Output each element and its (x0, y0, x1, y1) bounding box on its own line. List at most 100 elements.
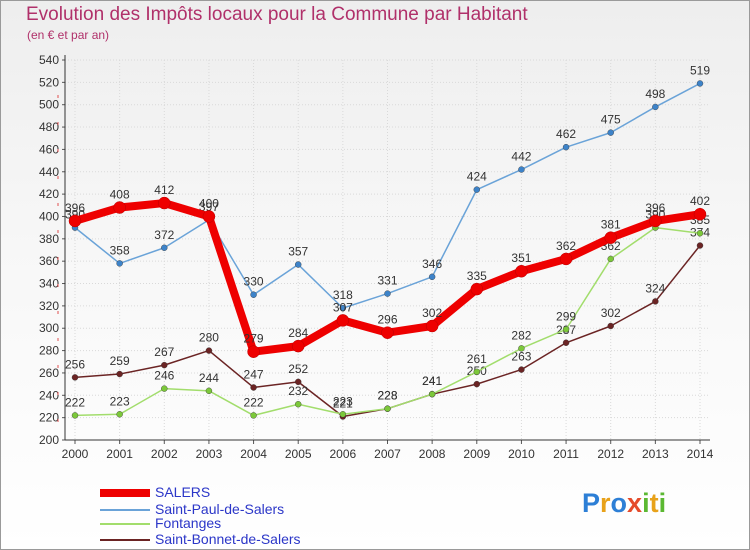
data-label: 263 (511, 350, 531, 364)
legend-label-fontanges: Fontanges (155, 515, 222, 531)
data-label: 302 (422, 306, 442, 320)
data-label: 372 (154, 228, 174, 242)
data-label: 357 (288, 245, 308, 259)
y-tick-label: 300 (39, 321, 59, 335)
y-tick-label: 340 (39, 277, 59, 291)
y-tick-label: 240 (39, 388, 59, 402)
data-point (604, 231, 617, 244)
data-point (649, 214, 662, 228)
data-point (116, 260, 123, 267)
data-point (473, 380, 480, 388)
legend-label-salers: SALERS (155, 484, 211, 500)
data-label: 442 (511, 150, 531, 164)
data-point (696, 80, 704, 87)
legend-swatch-salers (100, 489, 150, 497)
data-point (428, 390, 436, 398)
x-tick-label: 2000 (62, 447, 89, 461)
data-point (562, 339, 570, 346)
data-point (515, 264, 528, 278)
data-point (71, 412, 79, 419)
data-label: 498 (645, 87, 665, 101)
data-label: 397 (199, 200, 219, 214)
x-tick-label: 2010 (508, 447, 535, 461)
data-point (428, 273, 436, 281)
data-point (336, 314, 350, 327)
data-label: 228 (377, 389, 397, 403)
data-point (291, 339, 305, 353)
data-label: 302 (601, 306, 621, 320)
data-point (205, 387, 213, 395)
x-tick-label: 2013 (642, 447, 669, 461)
data-label: 223 (333, 394, 353, 408)
y-tick-label: 540 (39, 53, 59, 67)
x-tick-label: 2007 (374, 447, 401, 461)
data-point (205, 347, 213, 354)
data-label: 408 (110, 188, 130, 202)
data-label: 222 (65, 395, 85, 409)
data-label: 284 (288, 326, 308, 340)
logo-letter: P (582, 488, 601, 518)
y-tick-label: 440 (39, 165, 59, 179)
data-label: 475 (601, 113, 621, 127)
proxiti-logo: Proxiti (582, 488, 666, 519)
data-label: 280 (199, 331, 219, 345)
data-point (71, 374, 79, 381)
data-point (161, 385, 168, 392)
data-point (295, 401, 302, 408)
y-tick-label: 320 (39, 299, 59, 313)
data-label: 246 (154, 369, 174, 383)
data-label: 396 (645, 201, 665, 215)
data-label: 335 (467, 269, 487, 283)
data-label: 358 (110, 243, 130, 257)
data-label: 256 (65, 357, 85, 371)
data-point (425, 319, 439, 333)
x-tick-label: 2004 (240, 447, 267, 461)
x-tick-label: 2009 (463, 447, 490, 461)
y-tick-label: 380 (39, 232, 59, 246)
logo-letter: i (642, 488, 650, 518)
data-point (559, 252, 573, 266)
data-point (247, 345, 260, 358)
chart-title: Evolution des Impôts locaux pour la Comm… (26, 4, 528, 25)
y-tick-label: 460 (39, 142, 59, 156)
legend-label-saint-paul: Saint-Paul-de-Salers (155, 501, 285, 517)
data-point (295, 378, 302, 386)
y-tick-label: 200 (39, 433, 59, 447)
data-label: 244 (199, 371, 219, 385)
logo-letter: x (627, 488, 643, 518)
data-label: 296 (377, 313, 397, 327)
data-label: 519 (690, 63, 710, 77)
data-point (607, 129, 614, 136)
data-point (696, 242, 704, 249)
data-point (652, 298, 659, 305)
data-label: 402 (690, 194, 710, 208)
y-tick-label: 480 (39, 120, 59, 134)
data-point (607, 255, 614, 263)
data-label: 261 (467, 352, 487, 366)
data-label: 228 (377, 389, 397, 403)
data-point (68, 214, 82, 228)
x-tick-label: 2008 (419, 447, 446, 461)
x-tick-label: 2001 (106, 447, 133, 461)
data-label: 267 (154, 345, 174, 359)
data-point (250, 412, 257, 419)
data-label: 259 (110, 354, 130, 368)
legend-label-saint-bonnet: Saint-Bonnet-de-Salers (155, 531, 301, 547)
x-tick-label: 2014 (687, 447, 714, 461)
data-point (339, 304, 347, 312)
data-label: 331 (377, 274, 397, 288)
data-point (339, 411, 347, 418)
data-point (250, 291, 257, 298)
legend-swatch-saint-bonnet (100, 539, 150, 541)
x-tick-label: 2002 (151, 447, 178, 461)
y-tick-label: 220 (39, 411, 59, 425)
data-label: 279 (244, 332, 264, 346)
data-point (295, 261, 302, 268)
data-point (381, 326, 394, 339)
data-point (250, 384, 257, 391)
logo-letter: t (649, 488, 659, 518)
data-point (473, 186, 480, 193)
data-label: 324 (645, 281, 665, 295)
